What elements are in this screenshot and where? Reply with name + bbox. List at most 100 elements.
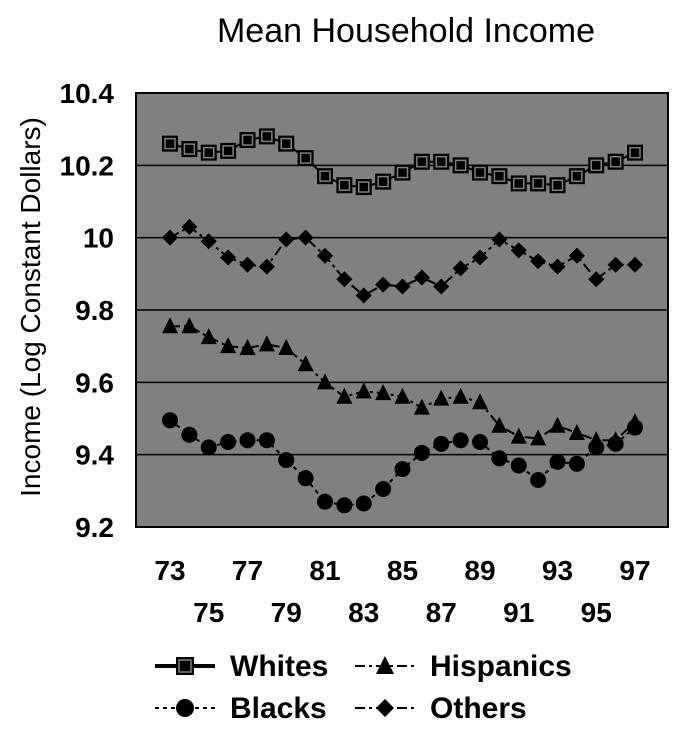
data-point-circle <box>375 481 392 498</box>
data-point-triangle <box>220 337 237 354</box>
data-point-circle <box>336 497 353 514</box>
data-point-diamond <box>472 249 488 266</box>
data-point-square <box>278 135 295 152</box>
data-point-circle <box>220 434 237 451</box>
data-point-triangle <box>376 656 394 674</box>
data-point-square <box>220 142 237 159</box>
data-point-square <box>627 144 643 161</box>
data-point-circle <box>627 419 643 436</box>
x-tick-label: 97 <box>619 555 650 586</box>
data-point-square <box>491 168 508 185</box>
data-point-square <box>258 128 275 145</box>
x-tick-label: 79 <box>271 597 302 628</box>
data-point-triangle <box>549 416 566 433</box>
data-point-triangle <box>162 317 178 334</box>
data-point-circle <box>491 450 508 467</box>
data-point-circle <box>413 444 430 461</box>
data-point-square <box>375 173 392 190</box>
data-point-circle <box>239 432 256 449</box>
legend: Whites Hispanics Blacks Others <box>155 650 572 725</box>
data-point-square <box>607 153 624 170</box>
data-point-circle <box>200 439 217 456</box>
data-point-square <box>549 177 566 194</box>
data-point-triangle <box>452 387 469 404</box>
data-point-diamond <box>258 258 275 275</box>
data-point-circle <box>278 452 295 469</box>
legend-item-hispanics: Hispanics <box>355 650 572 683</box>
x-tick-label: 87 <box>426 597 457 628</box>
x-tick-label: 91 <box>503 597 534 628</box>
legend-item-others: Others <box>355 692 527 725</box>
data-point-triangle <box>491 416 508 433</box>
data-point-diamond <box>433 278 450 295</box>
data-point-diamond <box>510 242 527 259</box>
data-point-triangle <box>297 355 314 372</box>
series-group <box>162 128 643 514</box>
x-tick-label: 73 <box>154 555 185 586</box>
data-point-triangle <box>258 335 275 352</box>
data-point-square <box>297 150 314 167</box>
data-point-diamond <box>588 271 605 288</box>
x-tick-label: 93 <box>542 555 573 586</box>
data-point-diamond <box>239 256 256 273</box>
data-point-triangle <box>239 338 256 355</box>
y-tick-label: 9.4 <box>75 440 114 471</box>
x-tick-label: 77 <box>232 555 263 586</box>
data-point-circle <box>181 426 198 443</box>
series-whites <box>162 128 643 196</box>
data-point-triangle <box>278 338 295 355</box>
y-tick-label: 10 <box>83 223 114 254</box>
data-point-circle <box>568 455 585 472</box>
data-point-circle <box>176 699 194 717</box>
data-point-triangle <box>568 423 585 440</box>
data-point-diamond <box>200 233 217 250</box>
series-others <box>162 218 643 304</box>
data-point-circle <box>394 461 411 478</box>
data-point-circle <box>510 457 527 474</box>
data-point-circle <box>607 435 624 452</box>
data-point-diamond <box>627 256 643 273</box>
data-point-diamond <box>317 247 333 264</box>
data-point-diamond <box>162 229 178 246</box>
data-point-circle <box>162 412 178 429</box>
data-point-square <box>162 135 178 152</box>
data-point-square <box>530 175 547 192</box>
data-point-triangle <box>433 389 450 406</box>
data-point-square <box>317 168 333 185</box>
y-axis-label: Income (Log Constant Dollars) <box>15 117 46 497</box>
data-point-square <box>394 164 411 181</box>
data-point-circle <box>297 470 314 487</box>
data-point-diamond <box>278 231 295 248</box>
legend-label: Whites <box>230 650 328 683</box>
y-tick-label: 10.2 <box>60 150 115 181</box>
legend-item-whites: Whites <box>155 650 328 683</box>
data-point-square <box>336 177 353 194</box>
data-point-diamond <box>375 276 392 293</box>
legend-label: Blacks <box>230 692 327 725</box>
x-tick-label: 83 <box>348 597 379 628</box>
data-point-diamond <box>413 269 430 286</box>
data-point-square <box>239 132 256 149</box>
data-point-square <box>413 153 430 170</box>
data-point-diamond <box>549 258 566 275</box>
y-tick-label: 9.8 <box>75 295 114 326</box>
chart-title: Mean Household Income <box>217 12 595 50</box>
legend-item-blacks: Blacks <box>155 692 327 725</box>
data-point-diamond <box>336 271 353 288</box>
x-tick-label: 89 <box>464 555 495 586</box>
data-point-diamond <box>181 218 198 235</box>
data-point-diamond <box>530 253 547 270</box>
y-tick-label: 9.6 <box>75 367 114 398</box>
legend-label: Others <box>430 692 527 725</box>
data-point-diamond <box>568 247 585 264</box>
data-point-triangle <box>355 382 372 399</box>
data-point-triangle <box>413 398 430 415</box>
data-point-square <box>472 164 488 181</box>
data-point-circle <box>355 495 372 512</box>
legend-label: Hispanics <box>430 650 572 683</box>
x-tick-label: 85 <box>387 555 418 586</box>
series-blacks <box>162 412 643 514</box>
data-point-diamond <box>394 278 411 295</box>
